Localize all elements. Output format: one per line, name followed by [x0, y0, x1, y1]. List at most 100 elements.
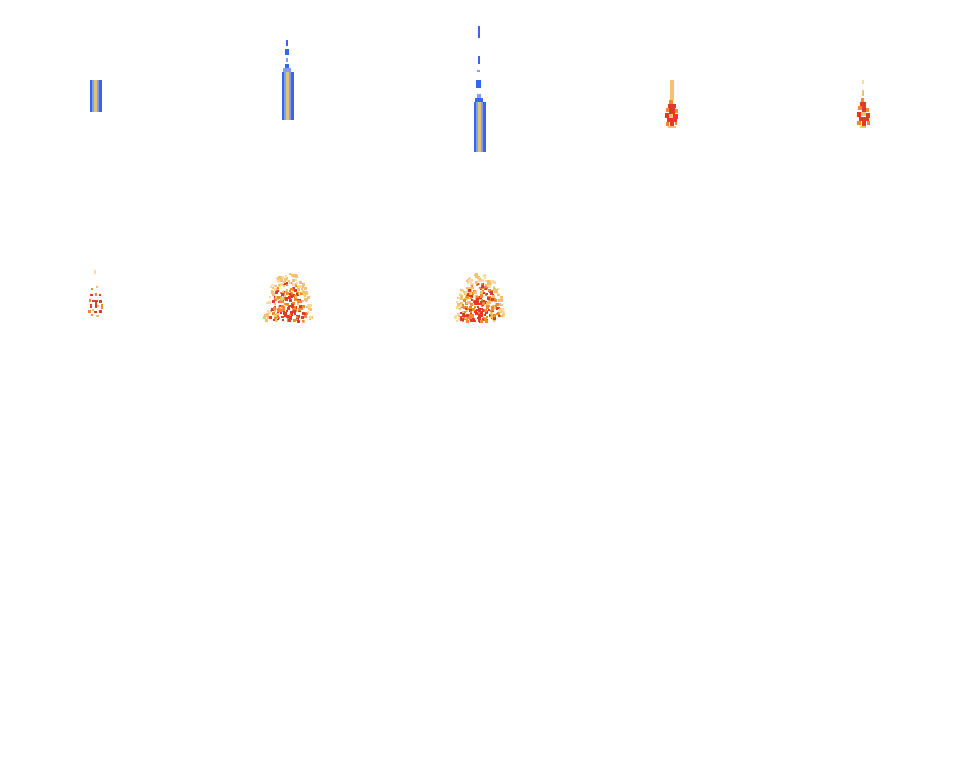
- ember-pixel: [474, 310, 477, 313]
- ember-pixel: [496, 313, 498, 315]
- ember-pixel: [474, 320, 476, 322]
- ember-pixel: [470, 311, 472, 313]
- ember-pixel: [460, 312, 462, 314]
- ember-pixel: [302, 292, 304, 294]
- ember-pixel: [272, 293, 275, 296]
- ember-pixel: [459, 293, 462, 296]
- ember-pixel: [283, 285, 285, 287]
- ember-pixel: [282, 316, 284, 318]
- ember-pixel: [465, 308, 467, 310]
- ember-pixel: [487, 280, 490, 283]
- ember-pixel: [275, 319, 278, 322]
- ember-pixel: [285, 278, 287, 280]
- ember-pixel: [294, 313, 296, 315]
- ember-pixel: [283, 295, 286, 298]
- ember-pixel: [478, 279, 481, 282]
- ember-pixel: [289, 314, 292, 317]
- ember-pixel: [462, 311, 464, 313]
- ember-pixel: [496, 307, 499, 310]
- ember-pixel: [293, 306, 296, 309]
- ember-pixel: [293, 287, 295, 289]
- ember-pixel: [492, 295, 495, 298]
- ember-pixel: [299, 281, 302, 284]
- ember-pixel: [467, 287, 470, 290]
- frame-impact-flame: [768, 0, 960, 192]
- ember-pixel: [266, 302, 268, 304]
- ember-pixel: [278, 284, 280, 286]
- ember-pixel: [474, 291, 477, 294]
- ember-pixel: [488, 301, 491, 304]
- ember-pixel: [475, 281, 478, 284]
- ember-pixel: [291, 305, 294, 308]
- ember-pixel: [290, 311, 293, 314]
- ember-pixel: [454, 316, 457, 319]
- ember-pixel: [295, 279, 297, 281]
- ember-pixel: [491, 306, 494, 309]
- ember-pixel: [305, 292, 308, 295]
- ember-pixel: [488, 309, 490, 311]
- ember-pixel: [484, 318, 487, 321]
- ember-pixel: [488, 305, 490, 307]
- ember-pixel: [478, 312, 480, 314]
- ember-pixel: [285, 275, 287, 277]
- ember-pixel: [469, 309, 472, 312]
- ember-pixel: [289, 273, 291, 275]
- ember-pixel: [473, 300, 476, 303]
- ember-pixel: [294, 289, 297, 292]
- ember-pixel: [297, 300, 300, 303]
- ember-pixel: [298, 289, 300, 291]
- ember-pixel: [296, 316, 298, 318]
- ember-pixel: [460, 297, 463, 300]
- ember-pixel: [478, 308, 481, 311]
- ember-pixel: [486, 305, 488, 307]
- ember-pixel: [501, 308, 504, 311]
- ember-pixel: [296, 293, 298, 295]
- ember-pixel: [303, 293, 306, 296]
- ember-pixel: [466, 296, 469, 299]
- ember-pixel: [468, 315, 471, 318]
- ember-pixel: [297, 303, 299, 305]
- ember-pixel: [470, 279, 473, 282]
- ember-pixel: [285, 290, 288, 293]
- ember-pixel: [290, 288, 292, 290]
- ember-pixel: [470, 306, 472, 308]
- ember-pixel: [463, 291, 465, 293]
- ember-pixel: [300, 292, 303, 295]
- ember-pixel: [491, 298, 494, 301]
- ember-pixel: [457, 303, 460, 306]
- blue-beam-tall-icon: [474, 26, 486, 152]
- ember-pixel: [302, 305, 305, 308]
- ember-pixel: [466, 287, 468, 289]
- frame-beam-rising: [384, 0, 576, 192]
- ember-pixel: [271, 290, 273, 292]
- ember-pixel: [481, 283, 483, 285]
- ember-pixel: [466, 306, 468, 308]
- ember-pixel: [274, 303, 276, 305]
- ember-pixel: [457, 313, 460, 316]
- ember-pixel: [483, 292, 485, 294]
- ember-pixel: [466, 320, 469, 323]
- ember-pixel: [275, 296, 278, 299]
- ember-pixel: [498, 303, 501, 306]
- ember-pixel: [468, 279, 471, 282]
- ember-pixel: [462, 304, 464, 306]
- ember-pixel: [272, 300, 275, 303]
- ember-pixel: [273, 307, 276, 310]
- ember-pixel: [472, 287, 474, 289]
- ember-pixel: [284, 280, 286, 282]
- ember-pixel: [486, 293, 488, 295]
- ember-pixel: [286, 303, 289, 306]
- ember-pixel: [263, 316, 266, 319]
- ember-pixel: [473, 318, 475, 320]
- ember-pixel: [288, 319, 291, 322]
- ember-pixel: [274, 288, 277, 291]
- ember-pixel: [275, 285, 277, 287]
- ember-pixel: [295, 285, 297, 287]
- ember-pixel: [477, 276, 480, 279]
- ember-pixel: [461, 289, 464, 292]
- ember-pixel: [501, 315, 503, 317]
- ember-pixel: [277, 287, 279, 289]
- ember-pixel: [466, 298, 468, 300]
- ember-pixel: [502, 314, 505, 317]
- ember-pixel: [456, 306, 459, 309]
